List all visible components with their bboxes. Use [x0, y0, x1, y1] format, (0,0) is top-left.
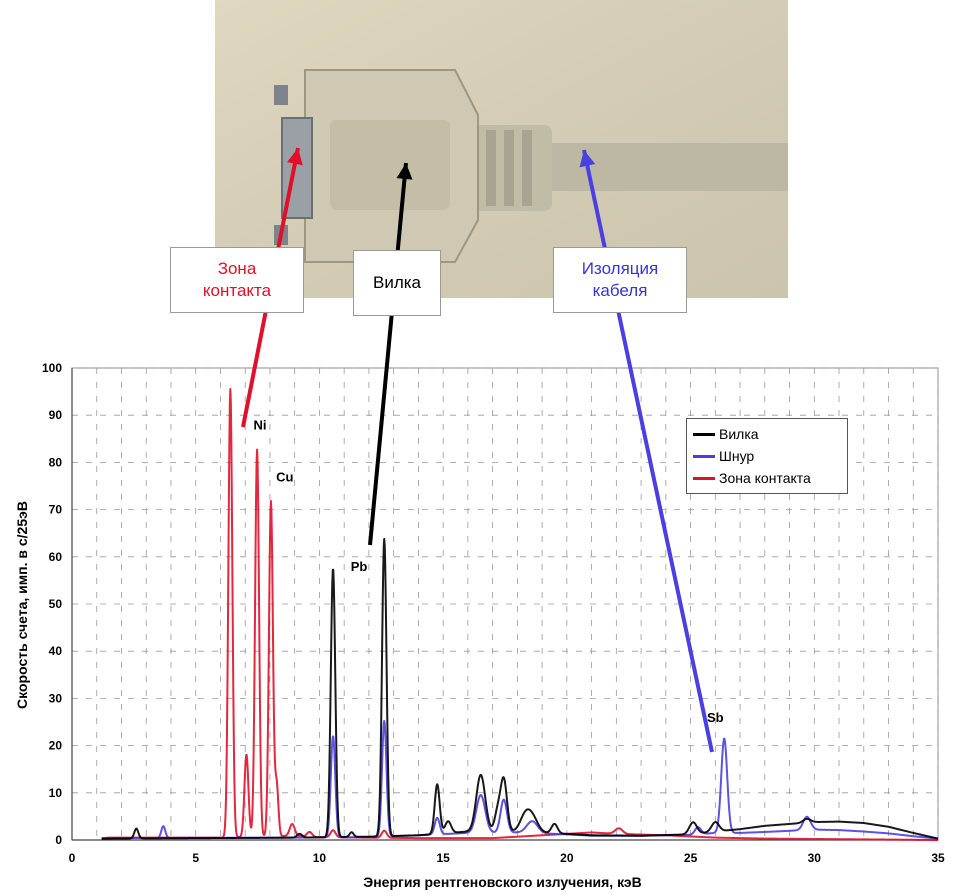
peak-label: Ni: [254, 417, 267, 432]
legend-item-plug: Вилка: [693, 424, 759, 444]
callout-insulation: Изоляция кабеля: [553, 247, 687, 313]
legend-item-cord: Шнур: [693, 446, 754, 466]
y-tick-label: 70: [49, 503, 63, 517]
legend-label-contact: Зона контакта: [719, 470, 811, 486]
y-tick-label: 100: [42, 361, 62, 375]
y-tick-label: 90: [49, 408, 63, 422]
peak-label: Sb: [707, 710, 724, 725]
plug-panel: [330, 120, 450, 210]
arrow-contact-head: [287, 148, 303, 166]
x-axis-ticks: 0 5 10 15 20 25 30 35: [69, 851, 945, 865]
y-tick-label: 60: [49, 550, 63, 564]
x-tick-label: 0: [69, 851, 76, 865]
arrow-insulation-head: [579, 150, 596, 168]
callout-plug: Вилка: [353, 250, 441, 316]
callout-contact-label: Зона контакта: [202, 259, 272, 300]
series-line-2: [101, 387, 939, 841]
screw: [274, 85, 288, 105]
x-tick-label: 20: [560, 851, 574, 865]
connector-photo: [215, 0, 788, 298]
legend-item-contact: Зона контакта: [693, 468, 811, 488]
relief-rib: [504, 130, 514, 206]
y-tick-label: 30: [49, 691, 63, 705]
peak-label: Cu: [276, 469, 293, 484]
series-line-0: [101, 537, 939, 840]
y-tick-label: 0: [55, 833, 62, 847]
arrow-plug-shaft: [368, 162, 408, 546]
relief-rib: [522, 130, 532, 206]
callout-contact-zone: Зона контакта: [170, 247, 304, 313]
y-tick-label: 50: [49, 597, 63, 611]
x-tick-label: 15: [436, 851, 450, 865]
legend-swatch-cord: [693, 454, 715, 458]
y-tick-label: 10: [49, 786, 63, 800]
x-tick-label: 5: [192, 851, 199, 865]
callout-plug-label: Вилка: [372, 273, 422, 292]
arrow-plug-head: [396, 163, 413, 180]
x-tick-label: 30: [808, 851, 822, 865]
x-axis-title: Энергия рентгеновского излучения, кэВ: [363, 874, 642, 890]
chart-legend: Вилка Шнур Зона контакта: [686, 418, 848, 494]
y-tick-label: 80: [49, 455, 63, 469]
legend-swatch-contact: [693, 476, 715, 480]
y-tick-label: 20: [49, 739, 63, 753]
legend-label-plug: Вилка: [719, 426, 759, 442]
y-tick-label: 40: [49, 644, 63, 658]
x-tick-label: 35: [931, 851, 945, 865]
peak-annotations: Ni Cu Pb Sb: [254, 417, 724, 725]
relief-rib: [486, 130, 496, 206]
legend-label-cord: Шнур: [719, 448, 755, 464]
x-tick-label: 25: [684, 851, 698, 865]
y-axis-ticks: 0 10 20 30 40 50 60 70 80 90 100: [42, 361, 62, 847]
callout-insulation-label: Изоляция кабеля: [581, 259, 659, 300]
legend-swatch-plug: [693, 432, 715, 436]
y-axis-title: Скорость счета, имп. в с/25эВ: [14, 501, 30, 709]
series-layer: [101, 387, 939, 841]
peak-label: Pb: [351, 559, 368, 574]
x-tick-label: 10: [313, 851, 327, 865]
